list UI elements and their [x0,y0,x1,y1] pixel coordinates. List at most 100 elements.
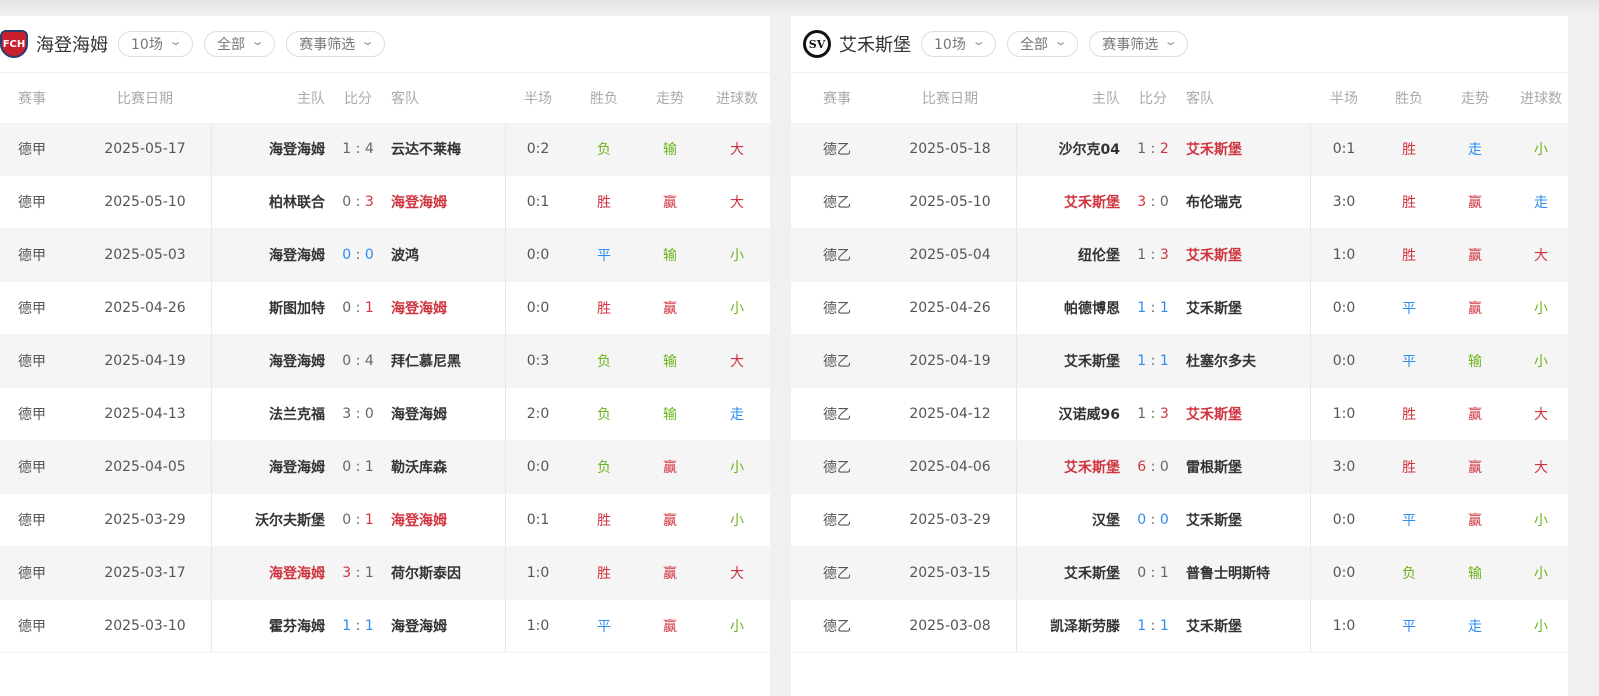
home-team: 法兰克福 [269,407,325,423]
score: 3 : 1 [298,547,418,599]
column-divider [505,441,506,493]
league-cell: 德甲 [0,176,92,228]
away-team: 雷根斯堡 [1186,460,1242,476]
match-count-filter[interactable]: 10场 ⌄ [118,31,194,57]
column-divider [211,176,212,228]
goals-value: 小 [730,248,744,264]
match-row[interactable]: 德甲 2025-05-10 柏林联合 0 : 3 海登海姆 0:1 胜赢大 [0,176,770,229]
match-count-filter[interactable]: 10场 ⌄ [921,31,997,57]
half-cell: 0:0 [478,282,598,334]
goals-cell: 小 [1481,547,1599,599]
away-goals: 0 [364,247,374,263]
match-row[interactable]: 德甲 2025-04-05 海登海姆 0 : 1 勒沃库森 0:0 负赢小 [0,441,770,494]
league-value: 德乙 [823,619,851,635]
column-divider [1016,123,1017,175]
home-cell: 汉堡 [960,494,1120,546]
match-row[interactable]: 德乙 2025-05-10 艾禾斯堡 3 : 0 布伦瑞克 3:0 胜赢走 [791,176,1568,229]
match-row[interactable]: 德乙 2025-04-19 艾禾斯堡 1 : 1 杜塞尔多夫 0:0 平输小 [791,335,1568,388]
away-team: 海登海姆 [391,407,447,423]
trend-cell: 赢 [610,547,730,599]
away-cell: 艾禾斯堡 [1186,282,1242,334]
date-cell: 2025-05-17 [85,123,205,175]
away-goals: 1 [1159,565,1169,581]
date-value: 2025-04-19 [104,353,186,369]
league-value: 德乙 [823,354,851,370]
venue-filter[interactable]: 全部 ⌄ [1007,31,1079,57]
goals-cell: 小 [677,600,797,652]
result-cell: 负 [544,335,664,387]
match-row[interactable]: 德甲 2025-05-03 海登海姆 0 : 0 波鸿 0:0 平输小 [0,229,770,282]
trend-cell: 输 [610,388,730,440]
competition-filter[interactable]: 赛事筛选 ⌄ [1089,31,1189,57]
trend-value: 赢 [663,195,677,211]
away-cell: 云达不莱梅 [391,123,461,175]
result-cell: 胜 [544,494,664,546]
league-cell: 德甲 [0,123,92,175]
score-separator: : [351,512,365,528]
away-goals: 3 [1159,406,1169,422]
date-value: 2025-05-10 [104,194,186,210]
match-row[interactable]: 德乙 2025-04-12 汉诺威96 1 : 3 艾禾斯堡 1:0 胜赢大 [791,388,1568,441]
home-goals: 0 [1137,565,1147,581]
match-row[interactable]: 德甲 2025-05-17 海登海姆 1 : 4 云达不莱梅 0:2 负输大 [0,123,770,176]
half-value: 1:0 [526,618,550,634]
column-divider [1310,123,1311,175]
match-row[interactable]: 德甲 2025-04-19 海登海姆 0 : 4 拜仁慕尼黑 0:3 负输大 [0,335,770,388]
column-divider [211,600,212,652]
match-row[interactable]: 德乙 2025-05-04 纽伦堡 1 : 3 艾禾斯堡 1:0 胜赢大 [791,229,1568,282]
competition-filter[interactable]: 赛事筛选 ⌄ [286,31,386,57]
venue-filter[interactable]: 全部 ⌄ [204,31,276,57]
home-team: 艾禾斯堡 [1064,566,1120,582]
away-goals: 1 [1159,618,1169,634]
column-header: 比分 [1093,73,1213,123]
match-row[interactable]: 德乙 2025-03-15 艾禾斯堡 0 : 1 普鲁士明斯特 0:0 负输小 [791,547,1568,600]
filter-label: 赛事筛选 [1102,37,1159,53]
column-header: 进球数 [1481,73,1599,123]
home-cell: 沃尔夫斯堡 [165,494,325,546]
goals-cell: 小 [677,441,797,493]
match-row[interactable]: 德乙 2025-03-08 凯泽斯劳滕 1 : 1 艾禾斯堡 1:0 平走小 [791,600,1568,653]
match-row[interactable]: 德乙 2025-04-06 艾禾斯堡 6 : 0 雷根斯堡 3:0 胜赢大 [791,441,1568,494]
half-cell: 0:0 [1284,494,1404,546]
half-value: 0:1 [526,512,550,528]
away-goals: 1 [1159,300,1169,316]
result-cell: 胜 [1349,123,1469,175]
trend-value: 赢 [1468,301,1482,317]
home-team: 海登海姆 [269,354,325,370]
score: 0 : 4 [298,335,418,387]
score-separator: : [351,618,365,634]
match-row[interactable]: 德乙 2025-03-29 汉堡 0 : 0 艾禾斯堡 0:0 平赢小 [791,494,1568,547]
home-team: 帕德博恩 [1064,301,1120,317]
home-cell: 斯图加特 [165,282,325,334]
match-row[interactable]: 德甲 2025-03-29 沃尔夫斯堡 0 : 1 海登海姆 0:1 胜赢小 [0,494,770,547]
home-cell: 帕德博恩 [960,282,1120,334]
date-value: 2025-05-10 [909,194,991,210]
trend-value: 赢 [1468,248,1482,264]
home-cell: 法兰克福 [165,388,325,440]
date-value: 2025-03-08 [909,618,991,634]
match-row[interactable]: 德乙 2025-04-26 帕德博恩 1 : 1 艾禾斯堡 0:0 平赢小 [791,282,1568,335]
match-row[interactable]: 德甲 2025-04-13 法兰克福 3 : 0 海登海姆 2:0 负输走 [0,388,770,441]
match-row[interactable]: 德乙 2025-05-18 沙尔克04 1 : 2 艾禾斯堡 0:1 胜走小 [791,123,1568,176]
match-row[interactable]: 德甲 2025-03-10 霍芬海姆 1 : 1 海登海姆 1:0 平赢小 [0,600,770,653]
column-divider [505,123,506,175]
league-cell: 德甲 [0,282,92,334]
half-value: 0:0 [1332,565,1356,581]
column-header: 走势 [610,73,730,123]
goals-value: 小 [1534,301,1548,317]
trend-cell: 输 [610,123,730,175]
half-cell: 0:0 [1284,547,1404,599]
away-team: 波鸿 [391,248,419,264]
away-team: 云达不莱梅 [391,142,461,158]
chevron-down-icon: ⌄ [250,34,265,48]
match-row[interactable]: 德甲 2025-04-26 斯图加特 0 : 1 海登海姆 0:0 胜赢小 [0,282,770,335]
result-cell: 负 [544,441,664,493]
chevron-down-icon: ⌄ [168,34,183,48]
match-row[interactable]: 德甲 2025-03-17 海登海姆 3 : 1 荷尔斯泰因 1:0 胜赢大 [0,547,770,600]
result-value: 平 [1402,513,1416,529]
half-cell: 0:1 [478,176,598,228]
goals-cell: 小 [1481,494,1599,546]
goals-value: 大 [1534,248,1548,264]
score-separator: : [1146,459,1160,475]
column-divider [1016,176,1017,228]
